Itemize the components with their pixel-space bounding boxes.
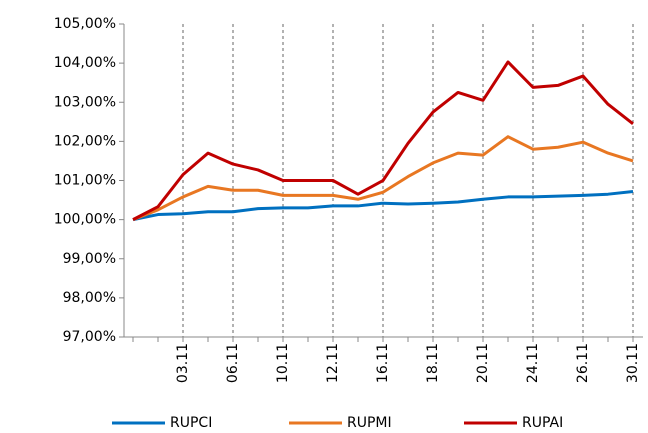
series-line [132, 60, 634, 221]
x-tick-label: 20.11 [475, 343, 491, 383]
x-tick-label: 06.11 [225, 343, 241, 383]
y-tick-label: 99,00% [63, 251, 116, 267]
y-tick-label: 102,00% [54, 133, 116, 149]
legend-label: RUPCI [170, 415, 212, 431]
series-line [132, 135, 634, 222]
x-tick-label: 26.11 [575, 343, 591, 383]
x-tick-label: 03.11 [175, 343, 191, 383]
y-tick-label: 105,00% [54, 16, 116, 32]
y-tick-label: 101,00% [54, 173, 116, 189]
x-tick-label: 12.11 [325, 343, 341, 383]
legend-label: RUPAI [522, 415, 563, 431]
y-tick-label: 100,00% [54, 212, 116, 228]
y-tick-label: 98,00% [63, 290, 116, 306]
y-tick-label: 104,00% [54, 55, 116, 71]
x-tick-label: 24.11 [525, 343, 541, 383]
y-tick-label: 97,00% [63, 329, 116, 345]
x-tick-label: 18.11 [425, 343, 441, 383]
legend-label: RUPMI [347, 415, 392, 431]
x-tick-label: 16.11 [375, 343, 391, 383]
x-tick-label: 10.11 [275, 343, 291, 383]
x-tick-label: 30.11 [625, 343, 641, 383]
series-line [132, 189, 634, 222]
y-tick-label: 103,00% [54, 94, 116, 110]
